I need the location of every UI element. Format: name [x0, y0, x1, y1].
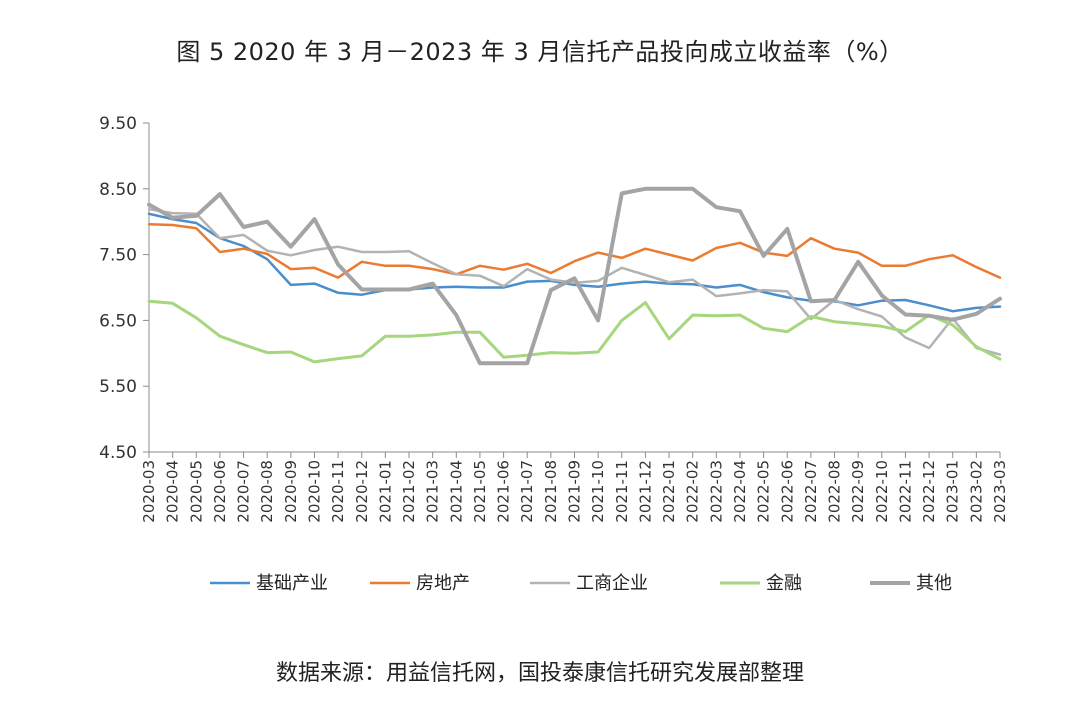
x-tick-label: 2021-01 [376, 460, 394, 523]
x-tick-label: 2020-05 [187, 460, 205, 523]
legend-label: 基础产业 [256, 573, 328, 594]
x-tick-label: 2020-12 [353, 460, 371, 523]
series-line-3 [147, 207, 1002, 356]
x-tick-label: 2020-10 [305, 460, 323, 523]
x-tick-label: 2020-06 [211, 460, 229, 523]
x-tick-label: 2021-09 [566, 460, 584, 523]
x-tick-label: 2021-02 [400, 460, 418, 523]
x-tick-label: 2020-11 [329, 460, 347, 523]
y-tick-label: 9.50 [99, 114, 137, 134]
legend: 基础产业 房地产 工商企业 金融 其他 [210, 573, 952, 594]
x-axis: 2020-03 2020-04 2020-05 2020-06 2020-07 2020-… [140, 451, 1009, 523]
y-tick-label: 6.50 [99, 311, 137, 331]
legend-label: 房地产 [416, 573, 470, 594]
x-tick-label: 2022-09 [849, 460, 867, 523]
x-tick-label: 2022-06 [778, 460, 796, 523]
x-tick-label: 2022-02 [684, 460, 702, 523]
x-tick-label: 2020-09 [282, 460, 300, 523]
x-tick-label: 2021-08 [542, 460, 560, 523]
series-line-1 [147, 212, 1002, 313]
x-tick-label: 2023-03 [991, 460, 1009, 523]
y-axis: 9.50 8.50 7.50 6.50 5.50 4.50 [99, 114, 150, 463]
x-tick-label: 2023-02 [967, 460, 985, 523]
x-tick-label: 2020-03 [140, 460, 158, 523]
x-tick-label: 2020-08 [258, 460, 276, 523]
legend-label: 工商企业 [576, 573, 648, 594]
x-tick-label: 2022-04 [731, 460, 749, 523]
legend-label: 其他 [916, 573, 952, 594]
x-tick-label: 2022-07 [802, 460, 820, 523]
x-tick-label: 2021-06 [495, 460, 513, 523]
x-tick-label: 2022-12 [920, 460, 938, 523]
x-tick-label: 2021-11 [613, 460, 631, 523]
x-tick-label: 2021-05 [471, 460, 489, 523]
x-tick-label: 2022-01 [660, 460, 678, 523]
y-tick-label: 4.50 [99, 443, 137, 463]
legend-label: 金融 [766, 573, 802, 594]
x-tick-label: 2022-05 [755, 460, 773, 523]
series-line-4 [147, 299, 1002, 364]
y-tick-label: 8.50 [99, 180, 137, 200]
source-note: 数据来源：用益信托网，国投泰康信托研究发展部整理 [275, 661, 804, 686]
x-tick-label: 2021-10 [589, 460, 607, 523]
y-tick-label: 7.50 [99, 246, 137, 266]
x-tick-label: 2022-08 [826, 460, 844, 523]
chart-title: 图 5 2020 年 3 月－2023 年 3 月信托产品投向成立收益率（%） [176, 38, 904, 66]
x-tick-label: 2022-11 [896, 460, 914, 523]
x-tick-label: 2021-04 [447, 460, 465, 523]
x-tick-label: 2023-01 [944, 460, 962, 523]
x-tick-label: 2022-10 [873, 460, 891, 523]
series-layer [147, 186, 1002, 366]
x-tick-label: 2020-07 [235, 460, 253, 523]
y-tick-label: 5.50 [99, 377, 137, 397]
series-line-2 [147, 223, 1002, 279]
x-tick-label: 2021-07 [518, 460, 536, 523]
x-tick-label: 2021-03 [424, 460, 442, 523]
x-tick-label: 2022-03 [707, 460, 725, 523]
x-tick-label: 2020-04 [164, 460, 182, 523]
series-line-5 [147, 186, 1002, 366]
x-tick-label: 2021-12 [636, 460, 654, 523]
